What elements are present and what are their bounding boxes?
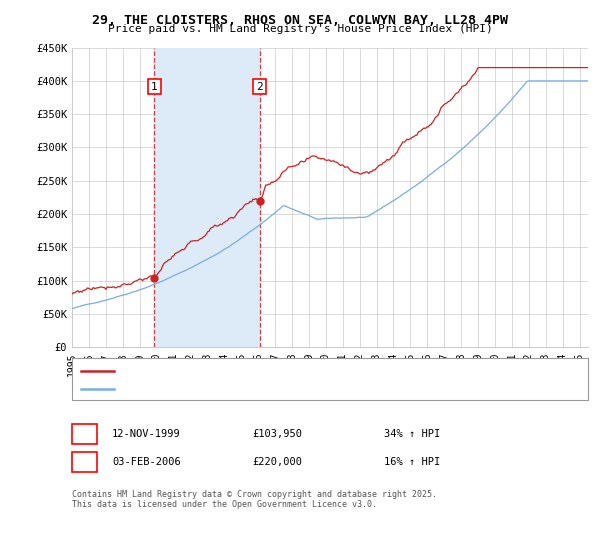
Text: 29, THE CLOISTERS, RHOS ON SEA, COLWYN BAY, LL28 4PW: 29, THE CLOISTERS, RHOS ON SEA, COLWYN B… xyxy=(92,14,508,27)
Text: Price paid vs. HM Land Registry's House Price Index (HPI): Price paid vs. HM Land Registry's House … xyxy=(107,24,493,34)
Text: 1: 1 xyxy=(81,429,88,439)
Text: Contains HM Land Registry data © Crown copyright and database right 2025.
This d: Contains HM Land Registry data © Crown c… xyxy=(72,490,437,510)
Text: 2: 2 xyxy=(81,457,88,467)
Text: 16% ↑ HPI: 16% ↑ HPI xyxy=(384,457,440,467)
Text: 34% ↑ HPI: 34% ↑ HPI xyxy=(384,429,440,439)
Bar xyxy=(154,48,260,347)
Text: 29, THE CLOISTERS, RHOS ON SEA, COLWYN BAY, LL28 4PW (detached house): 29, THE CLOISTERS, RHOS ON SEA, COLWYN B… xyxy=(118,366,489,376)
Text: 2: 2 xyxy=(256,82,263,91)
Text: 12-NOV-1999: 12-NOV-1999 xyxy=(112,429,181,439)
Text: 03-FEB-2006: 03-FEB-2006 xyxy=(112,457,181,467)
Text: £103,950: £103,950 xyxy=(252,429,302,439)
Text: £220,000: £220,000 xyxy=(252,457,302,467)
Text: 1: 1 xyxy=(151,82,158,91)
Text: HPI: Average price, detached house, Conwy: HPI: Average price, detached house, Conw… xyxy=(118,384,338,393)
